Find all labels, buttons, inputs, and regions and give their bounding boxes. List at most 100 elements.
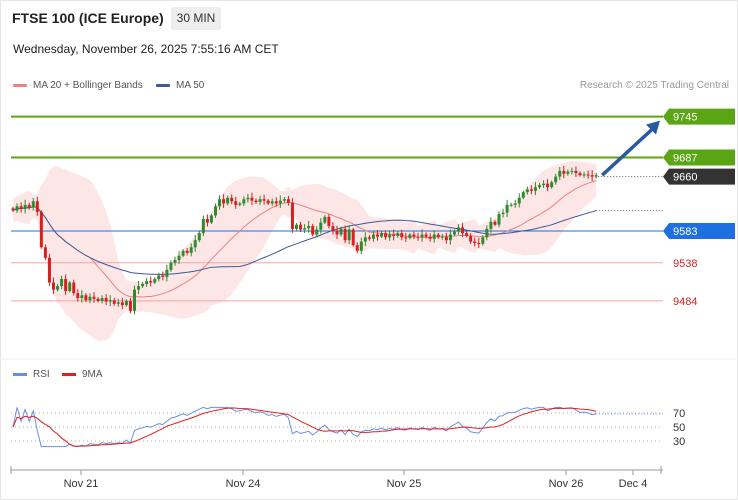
candle-body xyxy=(177,255,181,260)
rsi-label: RSI xyxy=(33,369,50,380)
x-tick-label: Nov 24 xyxy=(226,478,261,490)
candle-body xyxy=(303,228,307,230)
candle-body xyxy=(501,212,505,215)
candle-body xyxy=(137,286,141,290)
legend-ma50: MA 50 xyxy=(156,80,204,91)
candle-body xyxy=(133,289,136,311)
candle-body xyxy=(404,237,408,239)
timestamp: Wednesday, November 26, 2025 7:55:16 AM … xyxy=(13,42,279,56)
candle-body xyxy=(299,224,303,230)
candle-body xyxy=(343,228,347,241)
candle-body xyxy=(250,197,254,201)
candle-body xyxy=(80,295,84,299)
candle-body xyxy=(448,234,452,241)
candle-body xyxy=(128,300,132,311)
candle-body xyxy=(376,234,379,237)
candle-body xyxy=(465,233,469,236)
rsi-line xyxy=(12,406,597,448)
bollinger-label: MA 20 + Bollinger Bands xyxy=(33,80,143,91)
price-label-9745: 9745 xyxy=(673,112,697,124)
ma9-swatch xyxy=(62,373,76,376)
candle-body xyxy=(481,237,485,244)
candle-body xyxy=(19,206,23,210)
candle-body xyxy=(72,282,76,294)
candle-body xyxy=(452,231,456,235)
candle-body xyxy=(339,228,343,235)
candle-body xyxy=(161,275,165,277)
price-label-9538: 9538 xyxy=(673,258,697,270)
rsi-tick-30: 30 xyxy=(673,436,685,448)
candle-body xyxy=(165,269,169,277)
candle-body xyxy=(35,201,39,212)
candle-body xyxy=(116,302,120,304)
candle-body xyxy=(68,282,72,292)
candle-body xyxy=(566,171,570,174)
instrument-title: FTSE 100 (ICE Europe) xyxy=(12,10,164,26)
candle-body xyxy=(347,229,351,241)
candle-body xyxy=(120,302,124,306)
candle-body xyxy=(266,200,270,204)
candle-body xyxy=(319,222,323,230)
candle-body xyxy=(104,298,108,302)
candle-body xyxy=(384,233,388,238)
candle-body xyxy=(311,226,315,235)
price-label-9687: 9687 xyxy=(673,153,697,165)
candle-body xyxy=(538,185,541,188)
candle-body xyxy=(56,286,60,290)
candle-body xyxy=(185,250,189,253)
candle-body xyxy=(282,199,286,201)
x-tick-label: Nov 25 xyxy=(387,478,422,490)
candle-body xyxy=(11,208,15,211)
candle-body xyxy=(590,175,594,177)
candle-body xyxy=(246,197,250,200)
candle-body xyxy=(173,259,177,263)
candle-body xyxy=(509,204,513,206)
candle-body xyxy=(149,281,153,283)
candle-body xyxy=(412,234,416,237)
candle-body xyxy=(574,170,578,174)
candle-body xyxy=(517,197,521,204)
candle-body xyxy=(461,227,465,234)
candle-body xyxy=(181,250,185,256)
candle-body xyxy=(76,293,80,299)
candle-body xyxy=(47,257,51,283)
legend-9ma: 9MA xyxy=(62,369,103,380)
price-label-9660: 9660 xyxy=(673,172,697,184)
candle-body xyxy=(84,295,88,301)
candle-body xyxy=(582,174,586,176)
candle-body xyxy=(124,300,128,306)
ma50-label: MA 50 xyxy=(176,80,205,91)
candle-body xyxy=(274,201,278,204)
candle-body xyxy=(92,296,96,299)
candle-body xyxy=(88,296,92,301)
candle-body xyxy=(493,221,497,225)
candle-body xyxy=(189,247,193,253)
candle-body xyxy=(408,234,412,239)
candle-body xyxy=(457,227,460,232)
candle-body xyxy=(562,170,566,174)
candle-body xyxy=(359,241,363,251)
candle-body xyxy=(307,226,311,229)
candle-body xyxy=(214,206,217,216)
candle-body xyxy=(323,216,327,223)
candle-body xyxy=(533,187,537,191)
candle-body xyxy=(169,262,173,270)
candle-body xyxy=(270,201,274,204)
candle-body xyxy=(262,199,266,201)
price-label-9583: 9583 xyxy=(673,226,697,238)
candle-body xyxy=(205,218,209,223)
candle-body xyxy=(52,282,55,290)
timeframe-badge[interactable]: 30 MIN xyxy=(171,7,221,30)
candle-body xyxy=(505,204,509,213)
candle-body xyxy=(477,243,481,245)
candle-body xyxy=(554,176,558,183)
candle-body xyxy=(485,228,489,238)
candle-body xyxy=(436,234,440,238)
candle-body xyxy=(96,298,100,301)
candle-body xyxy=(351,229,355,246)
rsi-tick-50: 50 xyxy=(673,422,685,434)
candle-body xyxy=(238,203,242,205)
candle-body xyxy=(400,233,404,238)
candle-body xyxy=(31,201,35,208)
